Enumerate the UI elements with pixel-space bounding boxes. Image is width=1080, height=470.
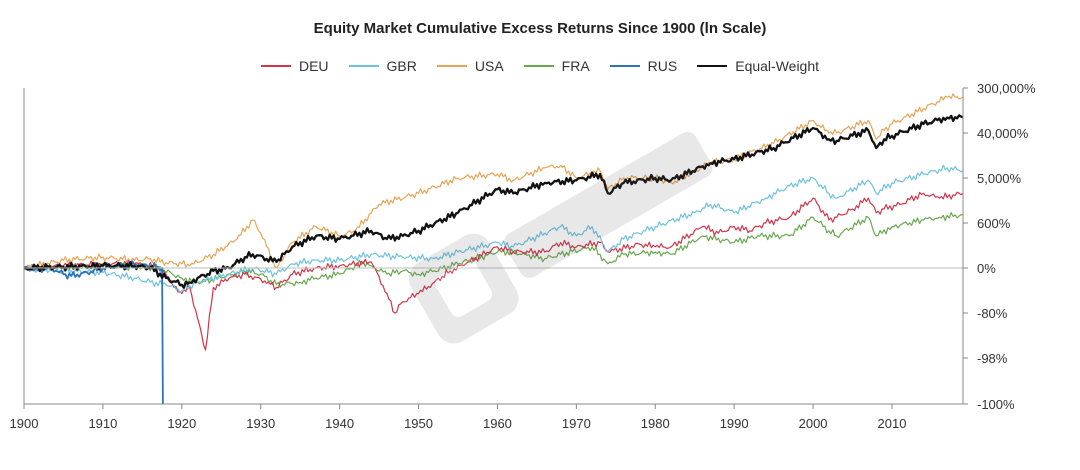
legend-swatch-gbr — [348, 65, 379, 67]
legend-label-deu: DEU — [298, 58, 329, 74]
series-line-equal-weight — [23, 114, 964, 289]
y-tick-label: 600% — [977, 216, 1011, 231]
legend-item-rus: RUS — [609, 58, 678, 74]
legend-item-usa: USA — [436, 58, 504, 74]
series-line-rus — [23, 260, 164, 405]
series-line-usa — [23, 93, 964, 270]
y-tick-label: 40,000% — [977, 126, 1029, 141]
y-tick-label: 5,000% — [977, 171, 1022, 186]
plot-axes — [23, 88, 964, 405]
x-tick-label: 1970 — [562, 416, 591, 431]
legend-label-usa: USA — [474, 58, 504, 74]
x-tick-label: 1930 — [246, 416, 275, 431]
x-tick-label: 2000 — [799, 416, 828, 431]
y-tick-label: -80% — [977, 306, 1008, 321]
x-tick-label: 1960 — [483, 416, 512, 431]
y-tick-label: -98% — [977, 351, 1008, 366]
x-tick-label: 1940 — [325, 416, 354, 431]
legend-swatch-deu — [260, 65, 291, 67]
legend-swatch-equal-weight — [697, 65, 728, 67]
legend-item-fra: FRA — [523, 58, 590, 74]
legend-swatch-usa — [436, 65, 467, 67]
legend-label-equal-weight: Equal-Weight — [735, 58, 820, 74]
plot-lines — [23, 93, 964, 405]
x-tick-label: 1910 — [88, 416, 117, 431]
legend-label-rus: RUS — [647, 58, 678, 74]
x-tick-label: 1920 — [167, 416, 196, 431]
legend-label-fra: FRA — [561, 58, 590, 74]
x-tick-label: 1900 — [10, 416, 39, 431]
legend-label-gbr: GBR — [386, 58, 417, 74]
y-tick-label: 0% — [977, 261, 996, 276]
chart-legend: DEU GBR USA FRA RUS Equal-Weight — [0, 58, 1080, 74]
y-tick-label: 300,000% — [977, 81, 1036, 96]
x-tick-label: 1980 — [641, 416, 670, 431]
x-axis-ticks: 1900 1910 1920 1930 1940 1950 1960 1970 1980 1990… — [10, 404, 907, 431]
x-tick-label: 1950 — [404, 416, 433, 431]
legend-swatch-fra — [523, 65, 554, 67]
legend-item-gbr: GBR — [348, 58, 417, 74]
legend-item-equal-weight: Equal-Weight — [697, 58, 819, 74]
x-tick-label: 1990 — [720, 416, 749, 431]
x-tick-label: 2010 — [878, 416, 907, 431]
series-line-gbr — [23, 164, 964, 294]
legend-swatch-rus — [609, 65, 640, 67]
y-tick-label: -100% — [977, 397, 1015, 412]
legend-item-deu: DEU — [260, 58, 329, 74]
chart-title: Equity Market Cumulative Excess Returns … — [313, 20, 767, 37]
y-axis-ticks: 300,000% 40,000% 5,000% 600% 0% -80% -98% -100% — [963, 81, 1036, 412]
series-line-fra — [23, 212, 964, 288]
